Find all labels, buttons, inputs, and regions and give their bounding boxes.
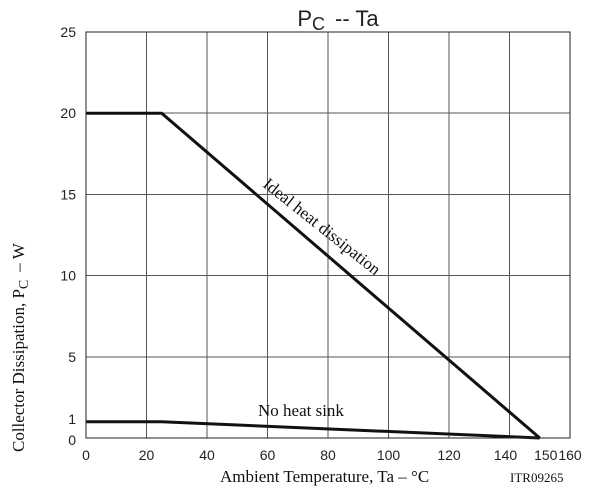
x-tick-labels: 0 20 40 60 80 100 120 140 150 160: [82, 447, 582, 463]
x-tick-label: 40: [199, 447, 215, 463]
y-tick-label: 10: [60, 268, 76, 284]
y-tick-label: 0: [68, 432, 76, 448]
chart-title-main: P: [297, 6, 312, 31]
x-tick-label: 150: [534, 447, 558, 463]
y-tick-label: 1: [68, 411, 76, 427]
chart-title-sub: C: [312, 14, 325, 34]
y-axis-label-main: Collector Dissipation, P: [9, 289, 28, 452]
y-tick-label: 25: [60, 24, 76, 40]
grid-lines: [86, 32, 570, 438]
series-label-ideal: Ideal heat dissipation: [260, 174, 385, 279]
chart-title-rest: -- Ta: [335, 6, 379, 31]
x-axis-label: Ambient Temperature, Ta – °C: [220, 467, 429, 486]
y-tick-label: 5: [68, 349, 76, 365]
series-lines: [86, 111, 541, 440]
x-tick-label: 60: [260, 447, 276, 463]
x-tick-label: 100: [377, 447, 401, 463]
plot-frame: [85, 31, 571, 439]
x-tick-label: 140: [494, 447, 518, 463]
series-line-1: [86, 420, 540, 440]
x-tick-label: 0: [82, 447, 90, 463]
x-tick-label: 160: [558, 447, 582, 463]
y-axis-label: Collector Dissipation, PC – W: [9, 242, 32, 452]
x-tick-label: 20: [139, 447, 155, 463]
x-tick-label: 120: [437, 447, 461, 463]
x-tick-label: 80: [320, 447, 336, 463]
y-axis-label-rest: – W: [9, 242, 28, 272]
series-label-no-heat-sink: No heat sink: [258, 401, 344, 420]
figure-code: ITR09265: [510, 470, 563, 485]
series-line-0: [86, 111, 541, 440]
chart-title: PC -- Ta: [297, 6, 379, 34]
y-tick-label: 15: [60, 186, 76, 202]
y-axis-label-sub: C: [17, 280, 32, 289]
y-tick-label: 20: [60, 105, 76, 121]
